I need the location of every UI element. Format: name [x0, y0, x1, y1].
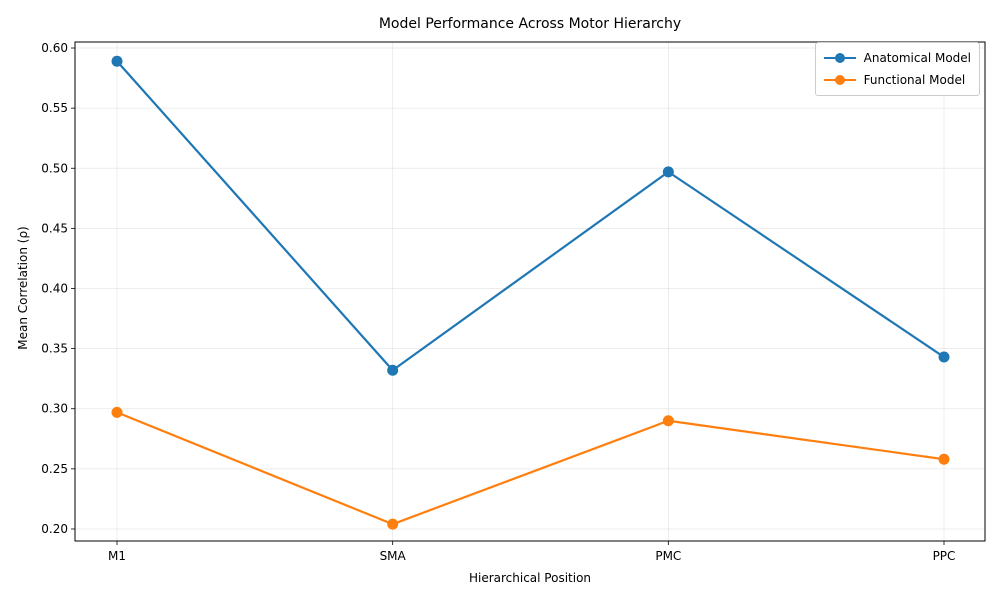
y-tick-label: 0.50 — [41, 161, 68, 175]
x-axis-label: Hierarchical Position — [469, 571, 591, 585]
x-tick-label: SMA — [380, 549, 407, 563]
data-point — [662, 166, 674, 178]
series-group — [111, 55, 950, 530]
y-tick-label: 0.30 — [41, 402, 68, 416]
grid — [75, 42, 985, 541]
x-tick-label: PMC — [655, 549, 681, 563]
y-tick-label: 0.25 — [41, 462, 68, 476]
y-tick-label: 0.55 — [41, 101, 68, 115]
legend-swatch — [823, 52, 856, 64]
data-point — [662, 415, 674, 427]
legend: Anatomical Model Functional Model — [814, 42, 980, 96]
data-point — [111, 406, 123, 418]
legend-swatch — [823, 74, 856, 86]
series-line — [116, 60, 945, 372]
y-tick-label: 0.35 — [41, 342, 68, 356]
data-point — [111, 55, 123, 67]
y-tick-label: 0.60 — [41, 41, 68, 55]
legend-label: Functional Model — [863, 73, 966, 87]
legend-item: Functional Model — [823, 69, 971, 91]
plot-frame — [74, 41, 986, 542]
data-point — [387, 364, 399, 376]
x-axis: M1 SMA PMC PPC — [108, 541, 955, 563]
data-point — [938, 453, 950, 465]
data-point — [387, 518, 399, 530]
y-axis-label: Mean Correlation (ρ) — [16, 226, 30, 349]
data-point — [938, 351, 950, 363]
legend-item: Anatomical Model — [823, 47, 971, 69]
y-axis: 0.20 0.25 0.30 0.35 0.40 0.45 0.50 0.55 0.60 — [41, 41, 75, 536]
series-line — [116, 411, 945, 526]
y-tick-label: 0.45 — [41, 221, 68, 235]
x-tick-label: M1 — [108, 549, 126, 563]
y-tick-label: 0.40 — [41, 281, 68, 295]
y-tick-label: 0.20 — [41, 522, 68, 536]
chart-title: Model Performance Across Motor Hierarchy — [379, 16, 681, 32]
legend-label: Anatomical Model — [863, 51, 971, 65]
x-tick-label: PPC — [933, 549, 956, 563]
